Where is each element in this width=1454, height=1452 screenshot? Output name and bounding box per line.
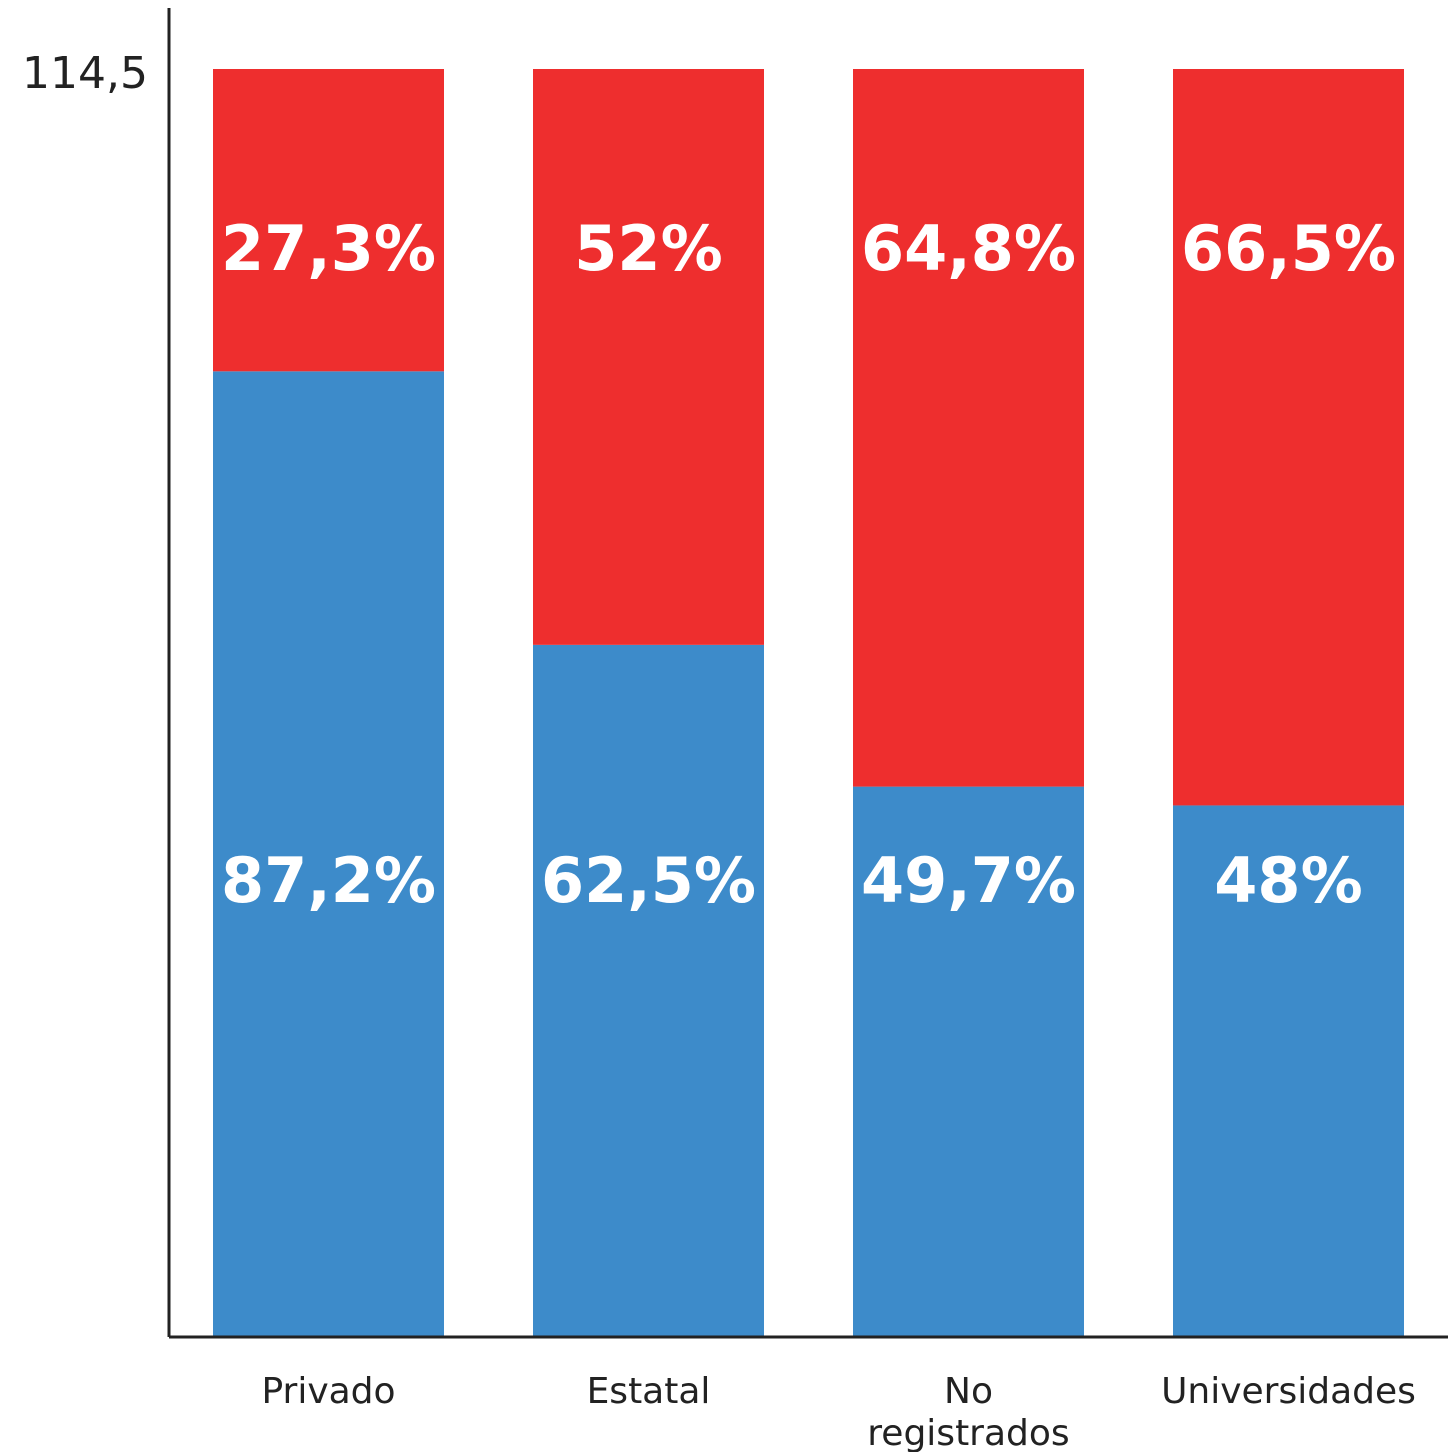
y-tick-labels: 114,5 (22, 48, 148, 99)
category-label-1: Estatal (587, 1371, 711, 1412)
category-label-3: Universidades (1161, 1371, 1416, 1412)
bar-segment-bottom-0 (213, 371, 444, 1337)
bar-segment-bottom-3 (1173, 805, 1404, 1337)
bar-value-label-bottom-1: 62,5% (541, 844, 756, 917)
bar-segment-top-0 (213, 69, 444, 372)
bar-segment-top-3 (1173, 69, 1404, 806)
bar-value-label-top-1: 52% (574, 212, 722, 285)
bar-segment-bottom-1 (533, 644, 764, 1337)
bar-value-label-top-2: 64,8% (861, 212, 1076, 285)
bar-value-label-top-3: 66,5% (1181, 212, 1396, 285)
bar-segment-bottom-2 (853, 786, 1084, 1337)
bar-value-label-bottom-0: 87,2% (221, 844, 436, 917)
category-label-0: Privado (261, 1371, 395, 1412)
category-label-2-line-1: registrados (867, 1413, 1069, 1452)
bar-value-label-top-0: 27,3% (221, 212, 436, 285)
bar-segment-top-1 (533, 69, 764, 645)
bars-layer (213, 69, 1404, 1337)
bar-value-label-bottom-2: 49,7% (861, 844, 1076, 917)
y-tick-label-0: 114,5 (22, 48, 148, 99)
labels-layer: 87,2% 27,3% 62,5% 52% 49,7% 64,8% 48% 66,5% (221, 212, 1396, 917)
category-label-2-line-0: No (944, 1371, 993, 1412)
bar-value-label-bottom-3: 48% (1214, 844, 1362, 917)
bar-segment-top-2 (853, 69, 1084, 787)
